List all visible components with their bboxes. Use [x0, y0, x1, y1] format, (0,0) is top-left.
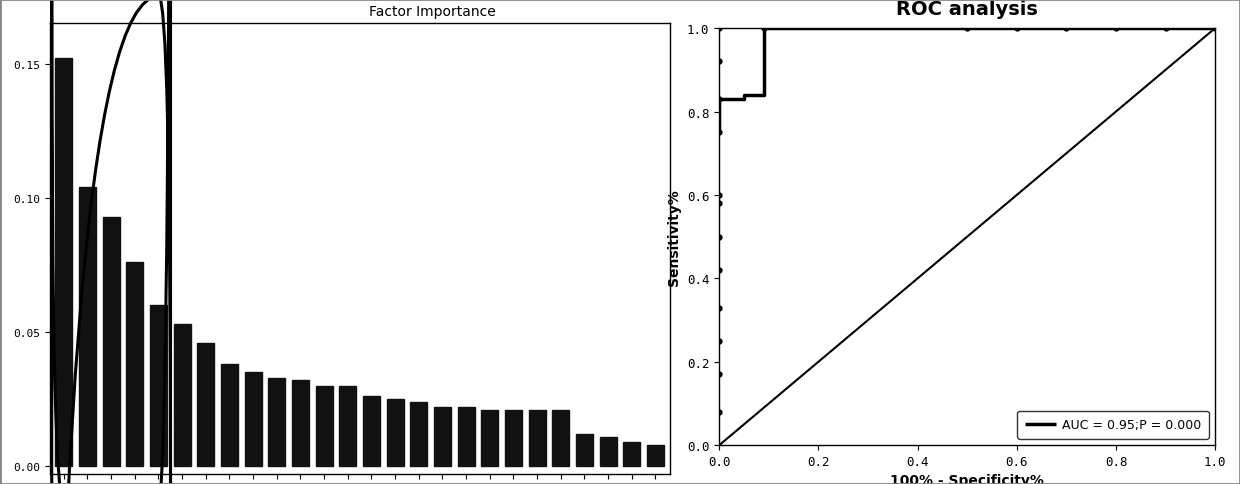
- Bar: [340, 386, 356, 466]
- AUC = 0.95;P = 0.000: [737, 93, 751, 99]
- Bar: [647, 445, 663, 466]
- AUC = 0.95;P = 0.000: [846, 26, 861, 32]
- Bar: [268, 378, 285, 466]
- Bar: [458, 408, 475, 466]
- Bar: [174, 324, 191, 466]
- Bar: [505, 410, 522, 466]
- Bar: [410, 402, 428, 466]
- Bar: [575, 434, 593, 466]
- X-axis label: 100% - Specificity%: 100% - Specificity%: [890, 473, 1044, 484]
- Bar: [481, 410, 498, 466]
- Bar: [244, 373, 262, 466]
- Bar: [197, 343, 215, 466]
- AUC = 0.95;P = 0.000: [712, 130, 727, 136]
- AUC = 0.95;P = 0.000: [756, 93, 771, 99]
- Legend: AUC = 0.95;P = 0.000: AUC = 0.95;P = 0.000: [1017, 411, 1209, 439]
- Title: ROC analysis: ROC analysis: [897, 0, 1038, 19]
- Bar: [150, 305, 167, 466]
- Y-axis label: Sensitivity%: Sensitivity%: [667, 189, 682, 286]
- Bar: [103, 217, 119, 466]
- Line: AUC = 0.95;P = 0.000: AUC = 0.95;P = 0.000: [719, 29, 1215, 133]
- Bar: [316, 386, 332, 466]
- Bar: [387, 399, 403, 466]
- Bar: [600, 437, 616, 466]
- Bar: [434, 408, 451, 466]
- Bar: [363, 396, 379, 466]
- Text: Factor Importance: Factor Importance: [370, 5, 496, 19]
- Bar: [126, 263, 144, 466]
- Bar: [56, 59, 72, 466]
- AUC = 0.95;P = 0.000: [712, 97, 727, 103]
- Bar: [624, 442, 640, 466]
- AUC = 0.95;P = 0.000: [1208, 26, 1223, 32]
- AUC = 0.95;P = 0.000: [756, 26, 771, 32]
- AUC = 0.95;P = 0.000: [737, 97, 751, 103]
- Bar: [528, 410, 546, 466]
- Bar: [79, 188, 95, 466]
- Bar: [552, 410, 569, 466]
- Bar: [291, 380, 309, 466]
- AUC = 0.95;P = 0.000: [846, 26, 861, 32]
- Bar: [221, 364, 238, 466]
